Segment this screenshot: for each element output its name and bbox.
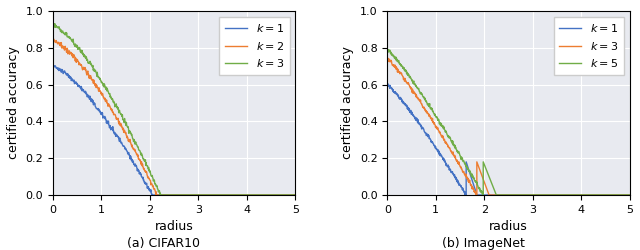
$k = 3$ [122, 122, 129, 125]
$k = 3$ [51, 22, 59, 25]
Y-axis label: certified accuracy: certified accuracy [7, 46, 20, 160]
Line: $k = 5$: $k = 5$ [387, 50, 630, 195]
$k = 3$ [449, 153, 457, 156]
$k = 3$ [392, 65, 400, 68]
$k = 1$ [402, 103, 410, 106]
$k = 2$ [120, 127, 127, 130]
$k = 3$ [404, 82, 412, 86]
$k = 1$ [146, 190, 154, 192]
$k = 2$ [49, 39, 57, 42]
Line: $k = 1$: $k = 1$ [53, 66, 295, 195]
Line: $k = 1$: $k = 1$ [387, 84, 630, 195]
$k = 3$ [383, 57, 391, 60]
$k = 5$ [393, 58, 401, 61]
$k = 2$ [151, 188, 159, 191]
$k = 1$ [384, 82, 392, 85]
$k = 1$ [148, 194, 156, 196]
$k = 3$ [154, 188, 162, 191]
$k = 3$ [473, 194, 481, 196]
$k = 5$ [454, 151, 461, 154]
$k = 3$ [385, 57, 392, 60]
Line: $k = 3$: $k = 3$ [53, 24, 295, 195]
$k = 1$ [626, 194, 634, 196]
$k = 1$ [383, 83, 391, 86]
$k = 1$ [49, 65, 57, 68]
$k = 3$ [156, 189, 163, 192]
$k = 1$ [291, 194, 299, 196]
Text: (a) CIFAR10: (a) CIFAR10 [127, 238, 200, 250]
Y-axis label: certified accuracy: certified accuracy [341, 46, 355, 160]
$k = 3$ [83, 58, 91, 61]
$k = 2$ [291, 194, 299, 196]
$k = 1$ [98, 111, 106, 114]
$k = 3$ [49, 24, 57, 27]
$k = 5$ [418, 92, 426, 95]
$k = 3$ [453, 158, 461, 162]
$k = 3$ [461, 172, 468, 175]
$k = 3$ [157, 194, 164, 196]
$k = 3$ [145, 168, 153, 171]
$k = 5$ [479, 194, 486, 196]
$k = 1$ [462, 194, 470, 196]
$k = 1$ [392, 90, 399, 93]
$k = 1$ [445, 165, 452, 168]
$k = 5$ [467, 171, 474, 174]
$k = 2$ [82, 70, 90, 73]
$k = 2$ [50, 38, 58, 40]
$k = 1$ [81, 91, 88, 94]
$k = 2$ [152, 190, 160, 193]
Legend: $k = 1$, $k = 2$, $k = 3$: $k = 1$, $k = 2$, $k = 3$ [220, 16, 290, 75]
$k = 3$ [291, 194, 299, 196]
$k = 2$ [152, 194, 160, 196]
X-axis label: radius: radius [489, 220, 528, 233]
$k = 3$ [626, 194, 634, 196]
$k = 5$ [406, 76, 413, 79]
$k = 1$ [147, 192, 155, 196]
$k = 1$ [442, 161, 449, 164]
$k = 3$ [416, 98, 424, 101]
$k = 5$ [458, 158, 466, 161]
$k = 2$ [100, 97, 108, 100]
$k = 5$ [383, 48, 391, 51]
Text: (b) ImageNet: (b) ImageNet [442, 238, 525, 250]
$k = 3$ [102, 88, 109, 91]
Line: $k = 3$: $k = 3$ [387, 58, 630, 195]
Line: $k = 2$: $k = 2$ [53, 39, 295, 195]
$k = 1$ [51, 64, 59, 67]
$k = 5$ [626, 194, 634, 196]
$k = 5$ [384, 48, 392, 51]
$k = 1$ [452, 176, 460, 178]
X-axis label: radius: radius [155, 220, 193, 233]
$k = 1$ [116, 140, 124, 143]
$k = 2$ [143, 170, 150, 173]
$k = 1$ [412, 118, 420, 120]
Legend: $k = 1$, $k = 3$, $k = 5$: $k = 1$, $k = 3$, $k = 5$ [554, 16, 624, 75]
$k = 1$ [138, 176, 146, 179]
